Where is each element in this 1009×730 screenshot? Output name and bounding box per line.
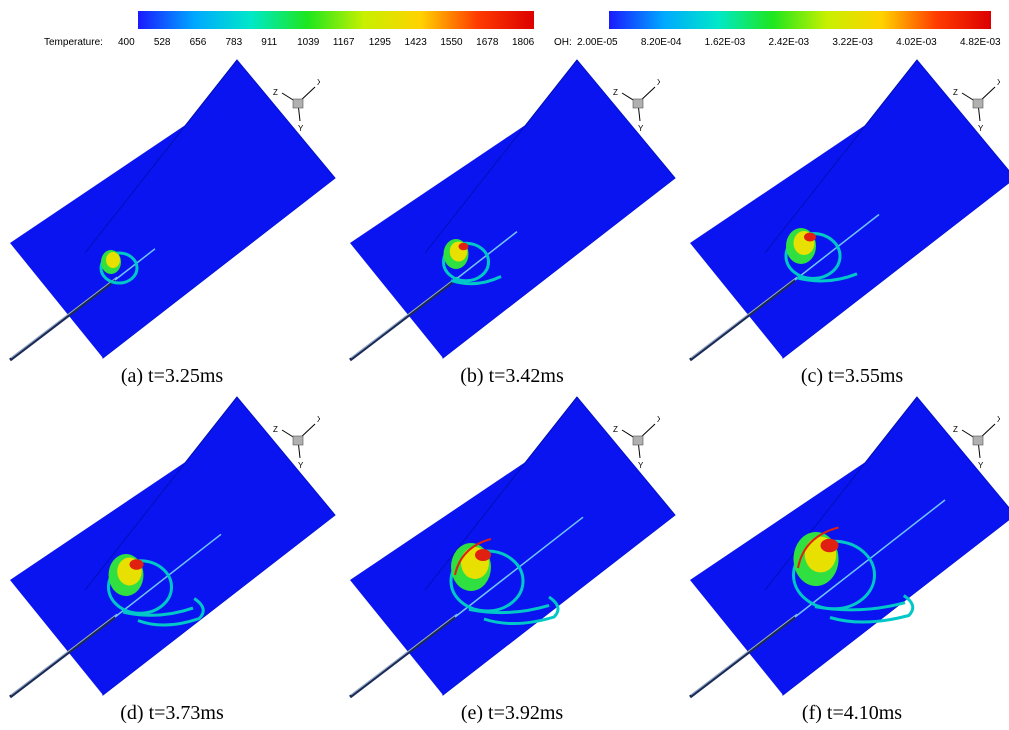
axis-triad: X Z Y — [950, 73, 1003, 133]
colorbar-tick-label: 400 — [118, 37, 135, 48]
simulation-panel — [5, 58, 345, 363]
simulation-panel — [5, 395, 345, 700]
colorbar-tick-label: 2.42E-03 — [768, 37, 810, 48]
panel-caption: (a) t=3.25ms — [120, 365, 224, 387]
axis-triad: X Z Y — [270, 73, 323, 133]
axis-label-x: X — [997, 78, 1000, 87]
simulation-panel — [685, 395, 1009, 700]
axis-label-y: Y — [978, 124, 984, 133]
axis-label-y: Y — [298, 461, 304, 470]
colorbar-tick-label: 1.62E-03 — [704, 37, 746, 48]
axis-triad: X Z Y — [610, 410, 663, 470]
oh-tick-labels: OH: 2.00E-05 8.20E-04 1.62E-03 2.42E-03 3.22… — [0, 37, 1009, 51]
axis-label-x: X — [657, 78, 660, 87]
flame-render — [349, 59, 676, 362]
simulation-panel — [685, 58, 1009, 363]
simulation-panel — [345, 395, 685, 700]
horizontal-slice-plane — [10, 93, 335, 358]
axis-label-x: X — [317, 415, 320, 424]
horizontal-slice-plane — [690, 93, 1009, 358]
colorbar-tick-label: 1678 — [476, 37, 499, 48]
axis-label-y: Y — [298, 124, 304, 133]
colorbar-tick-label: 1806 — [512, 37, 535, 48]
oh-label: OH: — [554, 37, 572, 48]
oh-colorbar — [609, 11, 991, 29]
colorbar-tick-label: 3.22E-03 — [832, 37, 873, 48]
axis-label-z: Z — [273, 88, 278, 97]
horizontal-slice-plane — [690, 430, 1009, 695]
flame-render — [9, 59, 336, 362]
axis-label-x: X — [317, 78, 320, 87]
axis-label-y: Y — [638, 124, 644, 133]
temperature-label: Temperature: — [44, 37, 103, 48]
axis-label-y: Y — [978, 461, 984, 470]
panel-caption: (e) t=3.92ms — [460, 702, 564, 724]
colorbar-tick-label: 783 — [225, 37, 243, 48]
horizontal-slice-plane — [10, 430, 335, 695]
flame-render — [349, 396, 676, 699]
flame-kernel — [784, 228, 858, 283]
temperature-tick-labels: Temperature: 400 528 656 783 911 1039 1167 1295… — [0, 37, 560, 51]
flame-render — [9, 396, 336, 699]
colorbar-tick-label: 528 — [153, 37, 171, 48]
axis-label-x: X — [997, 415, 1000, 424]
horizontal-slice-plane — [350, 93, 675, 358]
colorbar-tick-label: 4.82E-03 — [960, 37, 1001, 48]
panel-caption: (d) t=3.73ms — [120, 702, 224, 724]
colorbar-tick-label: 8.20E-04 — [640, 37, 682, 48]
colorbar-tick-label: 1039 — [297, 37, 320, 48]
colorbar-tick-label: 1423 — [404, 37, 427, 48]
axis-label-y: Y — [638, 461, 644, 470]
axis-triad: X Z Y — [610, 73, 663, 133]
flame-render — [689, 396, 1009, 699]
colorbar-tick-label: 4.02E-03 — [896, 37, 937, 48]
axis-label-z: Z — [273, 425, 278, 434]
temperature-gradient — [138, 11, 534, 29]
simulation-panel — [345, 58, 685, 363]
flame-kernel — [442, 239, 502, 286]
axis-triad: X Z Y — [270, 410, 323, 470]
flame-kernel — [792, 526, 915, 624]
flame-kernel — [99, 250, 139, 285]
panel-caption: (f) t=4.10ms — [801, 702, 903, 724]
panel-caption: (b) t=3.42ms — [460, 365, 564, 387]
flame-render — [689, 59, 1009, 362]
colorbar-tick-label: 1550 — [440, 37, 463, 48]
flame-kernel — [449, 538, 560, 626]
colorbar-tick-label: 911 — [261, 37, 278, 48]
oh-gradient — [609, 11, 991, 29]
colorbar-tick-label: 656 — [189, 37, 207, 48]
colorbar-tick-label: 1295 — [368, 37, 391, 48]
temperature-colorbar — [138, 11, 534, 29]
flame-kernel — [107, 554, 205, 627]
horizontal-slice-plane — [350, 430, 675, 695]
axis-triad: X Z Y — [950, 410, 1003, 470]
axis-label-z: Z — [613, 425, 618, 434]
axis-label-z: Z — [953, 425, 958, 434]
axis-label-z: Z — [613, 88, 618, 97]
colorbar-tick-label: 2.00E-05 — [577, 37, 618, 48]
axis-label-x: X — [657, 415, 660, 424]
colorbar-tick-label: 1167 — [332, 37, 355, 48]
axis-label-z: Z — [953, 88, 958, 97]
panel-caption: (c) t=3.55ms — [800, 365, 904, 387]
